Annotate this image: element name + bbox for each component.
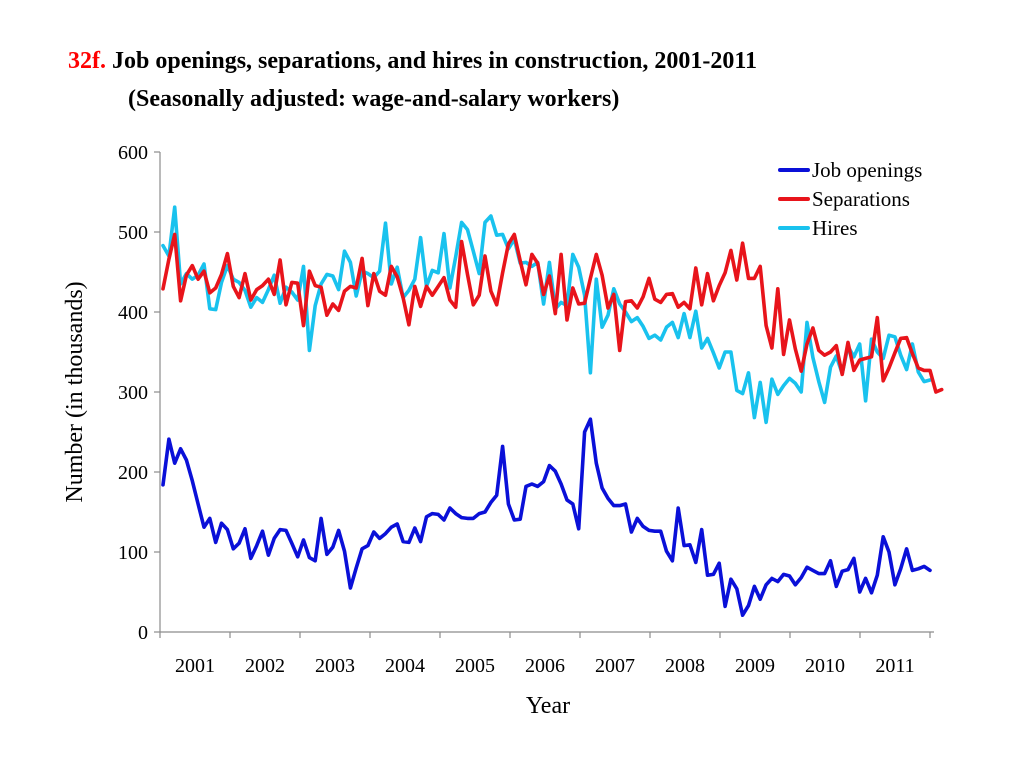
y-tick-label: 100	[118, 542, 148, 564]
y-tick-label: 500	[118, 222, 148, 244]
legend-label: Job openings	[812, 158, 922, 182]
y-axis-title: Number (in thousands)	[62, 281, 88, 502]
series-line-separations	[161, 232, 944, 394]
y-axis-ticks: 0 100 200 300 400 500 600	[118, 142, 160, 644]
y-tick-label: 0	[138, 622, 148, 644]
x-tick-label: 2008	[665, 655, 705, 677]
x-tick-label: 2004	[385, 655, 425, 677]
x-tick-label: 2003	[315, 655, 355, 677]
chart-subtitle: (Seasonally adjusted: wage-and-salary wo…	[128, 86, 620, 112]
x-tick-label: 2007	[595, 655, 635, 677]
x-tick-label: 2010	[805, 655, 845, 677]
y-tick-label: 200	[118, 462, 148, 484]
chart-number: 32f.	[68, 48, 106, 74]
legend-label: Separations	[812, 187, 910, 211]
x-tick-label: 2011	[875, 655, 914, 677]
x-tick-label: 2001	[175, 655, 215, 677]
x-tick-label: 2006	[525, 655, 565, 677]
y-tick-label: 600	[118, 142, 148, 164]
chart-title-text: Job openings, separations, and hires in …	[112, 48, 757, 74]
y-tick-label: 300	[118, 382, 148, 404]
x-axis-title: Year	[526, 693, 570, 719]
series-lines	[161, 205, 944, 618]
x-tick-label: 2005	[455, 655, 495, 677]
chart-title: 32f. Job openings, separations, and hire…	[68, 48, 757, 75]
y-tick-label: 400	[118, 302, 148, 324]
chart-legend: Job openings Separations Hires	[778, 158, 922, 240]
x-tick-label: 2002	[245, 655, 285, 677]
x-tick-label: 2009	[735, 655, 775, 677]
series-line-job-openings	[161, 417, 932, 618]
legend-label: Hires	[812, 216, 858, 240]
x-axis-ticks: 2001 2002 2003 2004 2005 2006 2007 2008 2009 2010…	[159, 632, 931, 677]
